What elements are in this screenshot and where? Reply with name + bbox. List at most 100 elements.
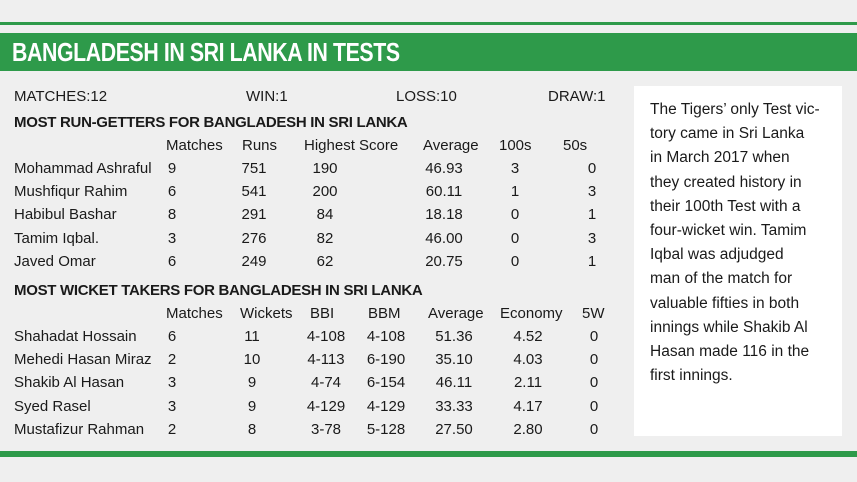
wickets-column-header: Matches [166, 305, 223, 322]
wickets-section-title: MOST WICKET TAKERS FOR BANGLADESH IN SRI… [14, 282, 423, 299]
stat-cell: 3 [587, 229, 597, 247]
runs-section-title: MOST RUN-GETTERS FOR BANGLADESH IN SRI L… [14, 114, 408, 131]
stat-cell: 82 [316, 229, 334, 247]
player-name: Habibul Bashar [14, 206, 117, 224]
stat-cell: 20.75 [425, 252, 463, 270]
sidebar-line: they created history in [650, 173, 802, 191]
stat-cell: 4-113 [307, 351, 345, 369]
stat-cell: 4.17 [513, 397, 543, 415]
stat-cell: 8 [167, 206, 177, 224]
stat-cell: 3 [587, 183, 597, 201]
sidebar-line: Hasan made 116 in the [650, 343, 810, 361]
stat-cell: 46.93 [425, 160, 463, 177]
stat-cell: 0 [510, 252, 520, 270]
stat-cell: 0 [589, 328, 599, 345]
stat-cell: 541 [241, 183, 267, 201]
stat-cell: 4-129 [306, 397, 346, 415]
stat-cell: 3 [167, 229, 177, 247]
stat-cell: 8 [247, 420, 257, 438]
stat-cell: 9 [167, 160, 177, 177]
wickets-column-header: BBM [368, 305, 401, 322]
stat-cell: 6 [167, 183, 177, 201]
runs-column-header: Average [423, 137, 479, 154]
stat-cell: 249 [241, 252, 267, 270]
stat-cell: 1 [587, 206, 597, 224]
summary-loss: LOSS:10 [396, 88, 457, 105]
stat-cell: 6-154 [366, 374, 406, 392]
stat-cell: 33.33 [435, 397, 473, 415]
stat-cell: 9 [247, 374, 257, 392]
sidebar-line: their 100th Test with a [650, 197, 801, 215]
stat-cell: 200 [312, 183, 338, 201]
runs-column-header: 50s [563, 137, 588, 154]
sidebar-line: four-wicket win. Tamim [650, 222, 807, 240]
stat-cell: 0 [587, 160, 597, 177]
stat-cell: 6-190 [366, 351, 406, 369]
runs-column-header: Matches [166, 137, 223, 154]
stat-cell: 0 [510, 229, 520, 247]
stat-cell: 11 [244, 328, 260, 345]
stat-cell: 2.80 [513, 420, 543, 438]
wickets-column-header: Economy [500, 305, 563, 322]
sidebar-line: valuable fifties in both [650, 294, 800, 312]
stat-cell: 60.11 [425, 183, 463, 201]
stat-cell: 35.10 [435, 351, 473, 369]
stat-cell: 84 [316, 206, 334, 224]
sidebar-line: The Tigers’ only Test vic- [650, 101, 820, 118]
player-name: Syed Rasel [14, 397, 91, 415]
stat-cell: 4-108 [306, 328, 346, 345]
wickets-column-header: 5W [582, 305, 605, 322]
bottom-accent-rule [0, 451, 857, 457]
stat-cell: 46.00 [425, 229, 463, 247]
stat-cell: 4-108 [366, 328, 406, 345]
stat-cell: 46.11 [435, 374, 473, 392]
stat-cell: 18.18 [425, 206, 463, 224]
runs-column-header: 100s [499, 137, 532, 154]
player-name: Mustafizur Rahman [14, 420, 145, 438]
stat-cell: 10 [243, 351, 261, 369]
stat-cell: 4-129 [366, 397, 406, 415]
sidebar-note: The Tigers’ only Test vic-tory came in S… [634, 86, 842, 436]
sidebar-line: innings while Shakib Al [650, 318, 808, 336]
player-name: Mushfiqur Rahim [14, 183, 128, 201]
stat-cell: 2 [167, 351, 177, 369]
stat-cell: 9 [247, 397, 257, 415]
player-name: Tamim Iqbal. [14, 229, 100, 247]
top-accent-rule [0, 22, 857, 25]
stat-cell: 291 [241, 206, 267, 224]
stat-cell: 276 [241, 229, 267, 247]
stat-cell: 751 [241, 160, 267, 177]
wickets-column-header: Wickets [240, 305, 293, 322]
stat-cell: 6 [167, 252, 177, 270]
stat-cell: 0 [589, 374, 599, 392]
stat-cell: 6 [167, 328, 177, 345]
stat-cell: 1 [510, 183, 520, 201]
sidebar-line: in March 2017 when [650, 149, 790, 167]
sidebar-line: first innings. [650, 367, 733, 385]
page-title: BANGLADESH IN SRI LANKA IN TESTS [12, 37, 400, 67]
stat-cell: 51.36 [435, 328, 473, 345]
stat-cell: 0 [589, 351, 599, 369]
sidebar-line: Iqbal was adjudged [650, 246, 784, 264]
stat-cell: 27.50 [435, 420, 473, 438]
stat-cell: 4-74 [310, 374, 342, 392]
stat-cell: 4.52 [513, 328, 543, 345]
stat-cell: 0 [589, 420, 599, 438]
wickets-column-header: BBI [310, 305, 335, 322]
player-name: Shahadat Hossain [14, 328, 137, 345]
stat-cell: 3-78 [310, 420, 342, 438]
stat-cell: 3 [510, 160, 520, 177]
stat-cell: 4.03 [513, 351, 543, 369]
sidebar-text: The Tigers’ only Test vic-tory came in S… [650, 98, 828, 388]
wickets-column-header: Average [428, 305, 484, 322]
sidebar-line: man of the match for [650, 270, 793, 288]
player-name: Javed Omar [14, 252, 96, 270]
runs-column-header: Runs [242, 137, 278, 154]
player-name: Mehedi Hasan Miraz [14, 351, 152, 369]
runs-column-header: Highest Score [304, 137, 399, 154]
stat-cell: 5-128 [366, 420, 406, 438]
stat-cell: 2.11 [513, 374, 543, 392]
player-name: Shakib Al Hasan [14, 374, 125, 392]
stat-cell: 3 [167, 397, 177, 415]
sidebar-line: tory came in Sri Lanka [650, 125, 805, 143]
